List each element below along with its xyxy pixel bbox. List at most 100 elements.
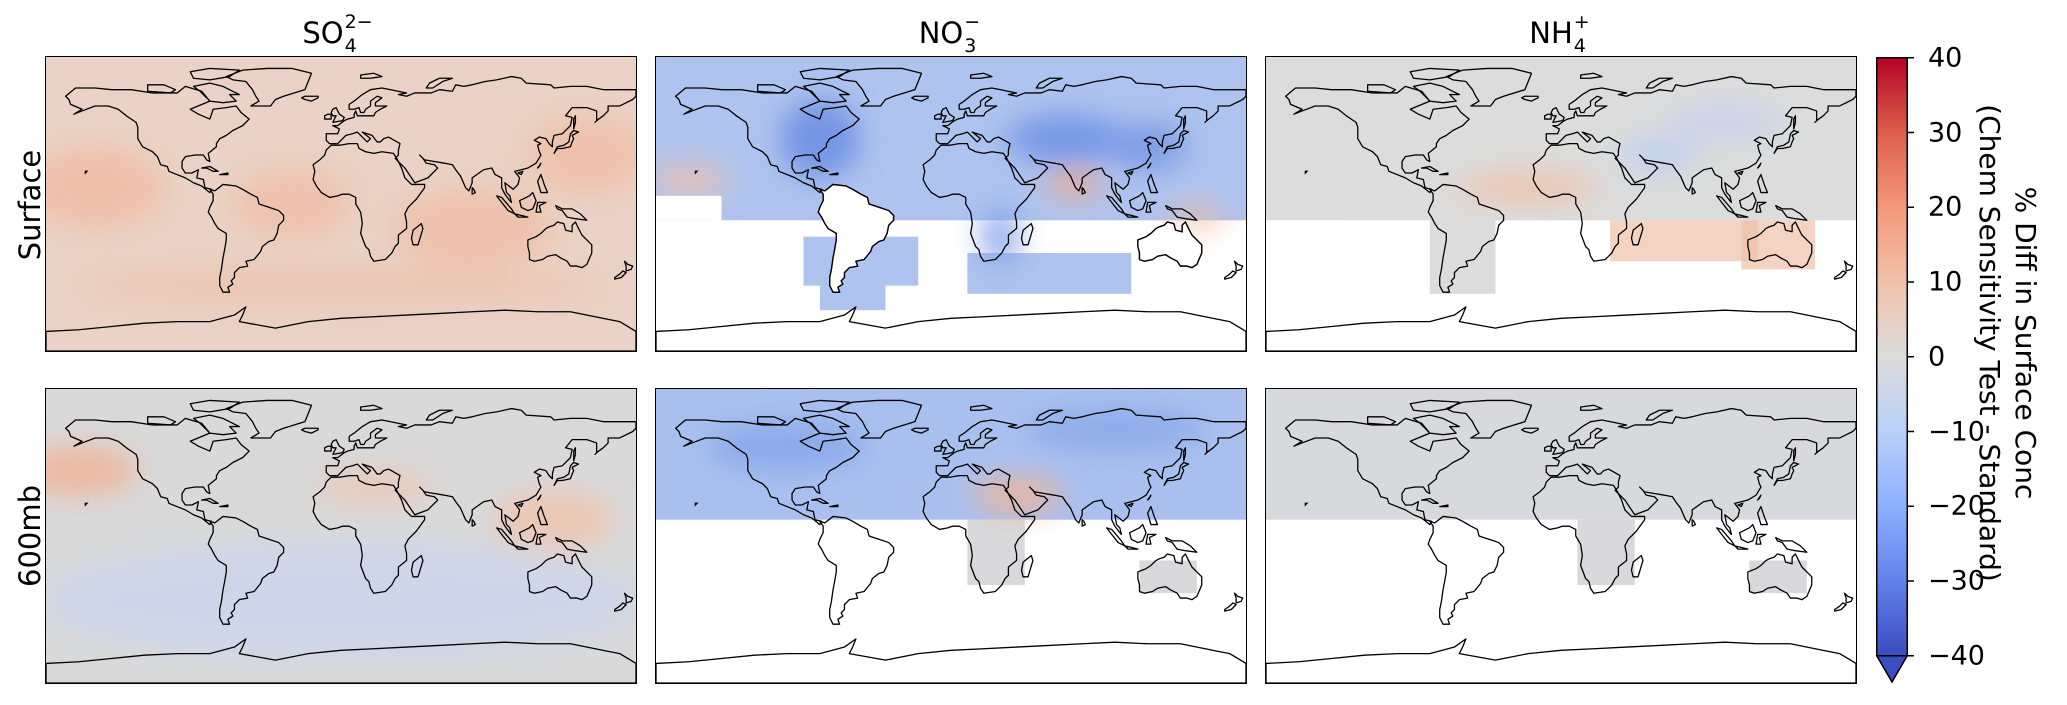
taiwan-coastline [1146, 494, 1152, 501]
greenland-coastline [1445, 67, 1533, 107]
borneo-coastline [1738, 523, 1757, 544]
warm-patch [494, 489, 614, 550]
hawaii-coastline [694, 502, 699, 507]
taiwan-coastline [1756, 494, 1762, 501]
south-america-coastline [1427, 515, 1505, 625]
cool-patch [1619, 137, 1700, 173]
map-panel-nh4-surface [1265, 56, 1857, 352]
ireland-coastline [324, 113, 332, 120]
iceland-coastline [1520, 95, 1539, 102]
antarctica-coastline [656, 306, 1246, 351]
south-america-coastline [817, 515, 895, 625]
cuba-coastline [1421, 165, 1439, 172]
cool-patch [707, 421, 867, 471]
hawaii-coastline [694, 170, 699, 175]
warm-patch [656, 165, 729, 194]
hispaniola-coastline [829, 172, 839, 176]
borneo-coastline [518, 523, 537, 544]
kamchatka-islands-coastline [594, 118, 599, 124]
hawaii-coastline [1304, 502, 1309, 507]
cool-patch [1005, 113, 1126, 164]
sakhalin-coastline [573, 447, 577, 462]
madagascar-coastline [410, 554, 424, 578]
baffin-island-coastline [1412, 414, 1460, 436]
field-gap [1266, 220, 1348, 262]
new-zealand-north-coastline [623, 260, 634, 272]
novaya-zemlya-coastline [1035, 409, 1064, 421]
new-guinea-coastline [555, 536, 588, 553]
cuba-coastline [201, 497, 219, 504]
new-zealand-south-coastline [1224, 602, 1237, 612]
japan-coastline [1163, 461, 1190, 486]
svalbard-coastline [1579, 404, 1603, 411]
warm-patch [392, 188, 552, 269]
map-panel-nh4-600mb [1265, 388, 1857, 684]
novaya-zemlya-coastline [1645, 77, 1674, 89]
sulawesi-coastline [535, 533, 547, 545]
victoria-island-coastline [1367, 84, 1397, 94]
africa-coastline [922, 474, 1036, 594]
ellesmere-island-coastline [1409, 399, 1460, 413]
sulawesi-coastline [1755, 201, 1767, 213]
colorbar-tick-label: 0 [1928, 341, 1946, 373]
field-variation [46, 445, 636, 661]
novaya-zemlya-coastline [425, 77, 454, 89]
field-fill [967, 519, 1025, 585]
north-america-coastline [64, 85, 250, 194]
africa-coastline [1532, 474, 1646, 594]
japan-coastline [553, 129, 580, 154]
sulawesi-coastline [1145, 533, 1157, 545]
hispaniola-coastline [829, 504, 839, 508]
philippines-coastline [536, 173, 549, 194]
great-britain-coastline [330, 439, 345, 456]
ellesmere-island-coastline [799, 67, 850, 81]
antarctica-coastline [1266, 306, 1856, 351]
ireland-coastline [934, 445, 942, 452]
colorbar-tick-label: 40 [1928, 42, 1963, 74]
borneo-coastline [1738, 191, 1757, 212]
victoria-island-coastline [147, 84, 177, 94]
great-britain-coastline [1550, 107, 1565, 124]
colorbar-extend-arrow [1875, 655, 1909, 684]
greenland-coastline [835, 67, 923, 107]
hispaniola-coastline [219, 504, 229, 508]
victoria-island-coastline [147, 416, 177, 426]
new-zealand-north-coastline [623, 592, 634, 604]
novaya-zemlya-coastline [1645, 409, 1674, 421]
philippines-coastline [1756, 173, 1769, 194]
svalbard-coastline [359, 72, 383, 79]
ireland-coastline [1544, 445, 1552, 452]
map-panel-no3-surface [655, 56, 1247, 352]
cuba-coastline [201, 165, 219, 172]
hispaniola-coastline [1439, 172, 1449, 176]
new-zealand-south-coastline [1834, 270, 1847, 280]
novaya-zemlya-coastline [425, 409, 454, 421]
sri-lanka-coastline [1691, 187, 1696, 195]
great-britain-coastline [1550, 439, 1565, 456]
ireland-coastline [934, 113, 942, 120]
sulawesi-coastline [1145, 201, 1157, 213]
philippines-coastline [1756, 505, 1769, 526]
hawaii-coastline [84, 502, 89, 507]
africa-coastline [312, 142, 426, 262]
taiwan-coastline [536, 494, 542, 501]
australia-coastline [1137, 221, 1203, 269]
warm-patch [1166, 207, 1227, 227]
sakhalin-coastline [1793, 447, 1797, 462]
japan-coastline [1773, 129, 1800, 154]
row-label-surface: Surface [13, 149, 47, 261]
new-zealand-south-coastline [614, 270, 627, 280]
north-america-coastline [64, 417, 250, 526]
baffin-island-coastline [1412, 82, 1460, 104]
cuba-coastline [811, 165, 829, 172]
java-coastline [1734, 545, 1749, 550]
coastlines [1266, 67, 1856, 351]
japan-coastline [553, 461, 580, 486]
baffin-island-coastline [192, 414, 240, 436]
taiwan-coastline [1756, 162, 1762, 169]
coastlines [46, 67, 636, 351]
ellesmere-island-coastline [1409, 67, 1460, 81]
borneo-coastline [518, 191, 537, 212]
iceland-coastline [1520, 427, 1539, 434]
colorbar-tick-label: −30 [1928, 565, 1985, 597]
